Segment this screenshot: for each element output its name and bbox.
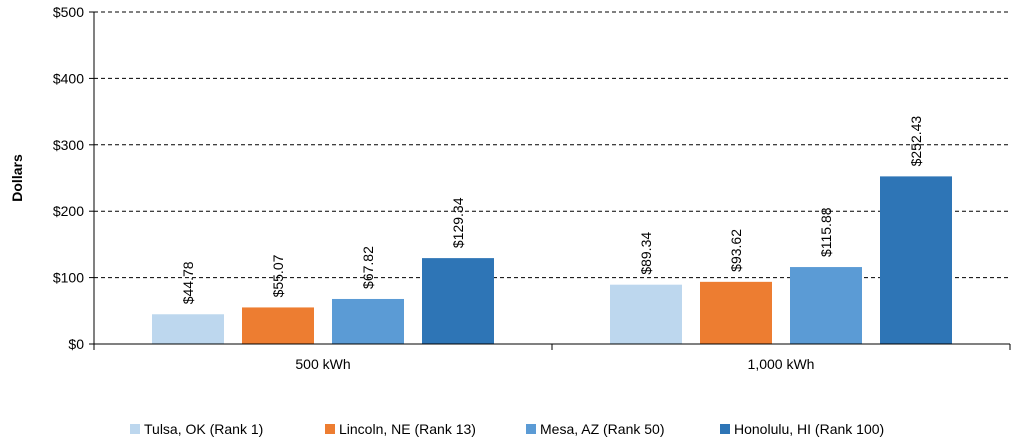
x-axis-ticks: 500 kWh 1,000 kWh <box>93 344 1011 372</box>
bar-value-label: $89.34 <box>638 232 654 275</box>
bar <box>700 281 772 344</box>
gridlines <box>94 11 1010 279</box>
bar-value-label: $67.82 <box>360 246 376 289</box>
bar <box>242 307 314 344</box>
bar-value-label: $252.43 <box>908 116 924 167</box>
bar-value-labels: $44.78 $55.07 $67.82 $129.34 $89.34 $93.62 $11… <box>180 116 924 305</box>
y-tick-label: $500 <box>53 4 84 20</box>
axes <box>93 12 1010 345</box>
bar-value-label: $55.07 <box>270 254 286 297</box>
bar-value-label: $44.78 <box>180 261 196 304</box>
x-tick-label: 500 kWh <box>295 356 350 372</box>
bars <box>152 176 952 344</box>
y-tick-label: $100 <box>53 270 84 286</box>
y-tick-label: $300 <box>53 137 84 153</box>
x-tick-label: 1,000 kWh <box>748 356 815 372</box>
legend-label: Lincoln, NE (Rank 13) <box>339 421 476 437</box>
bar-value-label: $93.62 <box>728 229 744 272</box>
y-tick-label: $200 <box>53 203 84 219</box>
legend-label: Mesa, AZ (Rank 50) <box>540 421 665 437</box>
bar <box>152 314 224 344</box>
y-axis-ticks: $0 $100 $200 $300 $400 $500 <box>53 4 94 352</box>
legend-swatch <box>130 424 140 434</box>
legend-label: Tulsa, OK (Rank 1) <box>144 421 263 437</box>
legend-swatch <box>526 424 536 434</box>
y-tick-label: $0 <box>68 336 84 352</box>
bar <box>332 298 404 344</box>
legend-swatch <box>720 424 730 434</box>
bar-value-label: $129.34 <box>450 197 466 248</box>
bar-value-label: $115.88 <box>818 207 834 257</box>
y-axis-title: Dollars <box>9 154 25 202</box>
bar <box>790 267 862 344</box>
bar <box>610 284 682 344</box>
y-tick-label: $400 <box>53 70 84 86</box>
bar <box>880 176 952 344</box>
legend: Tulsa, OK (Rank 1) Lincoln, NE (Rank 13) M… <box>130 421 884 437</box>
legend-swatch <box>325 424 335 434</box>
legend-label: Honolulu, HI (Rank 100) <box>734 421 884 437</box>
bar <box>422 258 494 344</box>
